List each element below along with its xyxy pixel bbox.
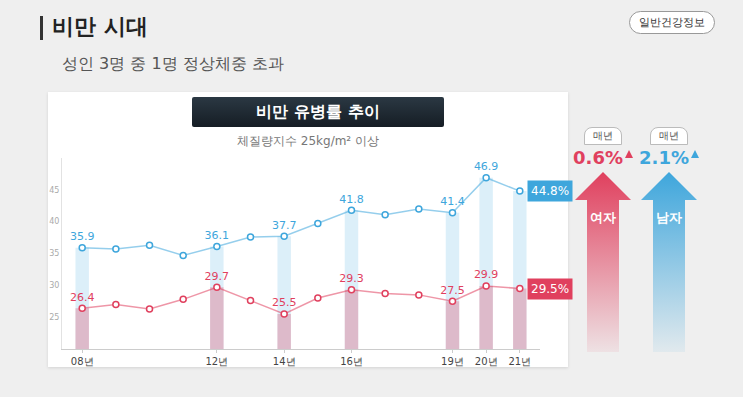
svg-text:45: 45 [49, 186, 59, 195]
svg-text:26.4: 26.4 [70, 291, 95, 304]
svg-text:20년: 20년 [475, 356, 498, 367]
svg-text:25: 25 [49, 313, 59, 322]
html-text:체질량지수 25kg/m² 이상: 체질량지수 25kg/m² 이상 [237, 134, 379, 148]
svg-text:25.5: 25.5 [272, 296, 297, 309]
svg-text:44.8%: 44.8% [531, 184, 569, 198]
svg-text:08년: 08년 [71, 356, 94, 367]
html-text:2.1%: 2.1% [639, 147, 689, 168]
svg-text:37.7: 37.7 [272, 219, 297, 232]
svg-text:29.5%: 29.5% [531, 282, 569, 296]
svg-text:41.8: 41.8 [339, 193, 364, 206]
html-text:0.6%: 0.6% [573, 147, 623, 168]
svg-text:35.9: 35.9 [70, 230, 95, 243]
svg-text:36.1: 36.1 [205, 229, 230, 242]
svg-text:35: 35 [49, 249, 59, 258]
html-text:일반건강정보: 일반건강정보 [639, 16, 705, 29]
html-text:비만 유병률 추이: 비만 유병률 추이 [256, 102, 380, 121]
svg-text:29.7: 29.7 [205, 270, 230, 283]
html-text:비만 시대: 비만 시대 [52, 14, 148, 39]
svg-text:29.9: 29.9 [474, 268, 499, 281]
svg-text:여자: 여자 [590, 210, 616, 225]
svg-text:27.5: 27.5 [440, 284, 465, 297]
html-text:매년: 매년 [659, 130, 679, 141]
svg-text:14년: 14년 [273, 356, 296, 367]
svg-text:30: 30 [49, 281, 59, 290]
svg-text:40: 40 [49, 217, 59, 226]
html-text:성인 3명 중 1명 정상체중 초과: 성인 3명 중 1명 정상체중 초과 [62, 54, 284, 73]
svg-text:29.3: 29.3 [339, 272, 364, 285]
svg-text:남자: 남자 [656, 210, 682, 225]
html-text:매년: 매년 [593, 130, 613, 141]
svg-text:46.9: 46.9 [474, 160, 499, 173]
svg-text:41.4: 41.4 [440, 195, 465, 208]
svg-text:12년: 12년 [205, 356, 228, 367]
svg-text:19년: 19년 [441, 356, 464, 367]
svg-text:16년: 16년 [340, 356, 363, 367]
svg-text:21년: 21년 [508, 356, 531, 367]
